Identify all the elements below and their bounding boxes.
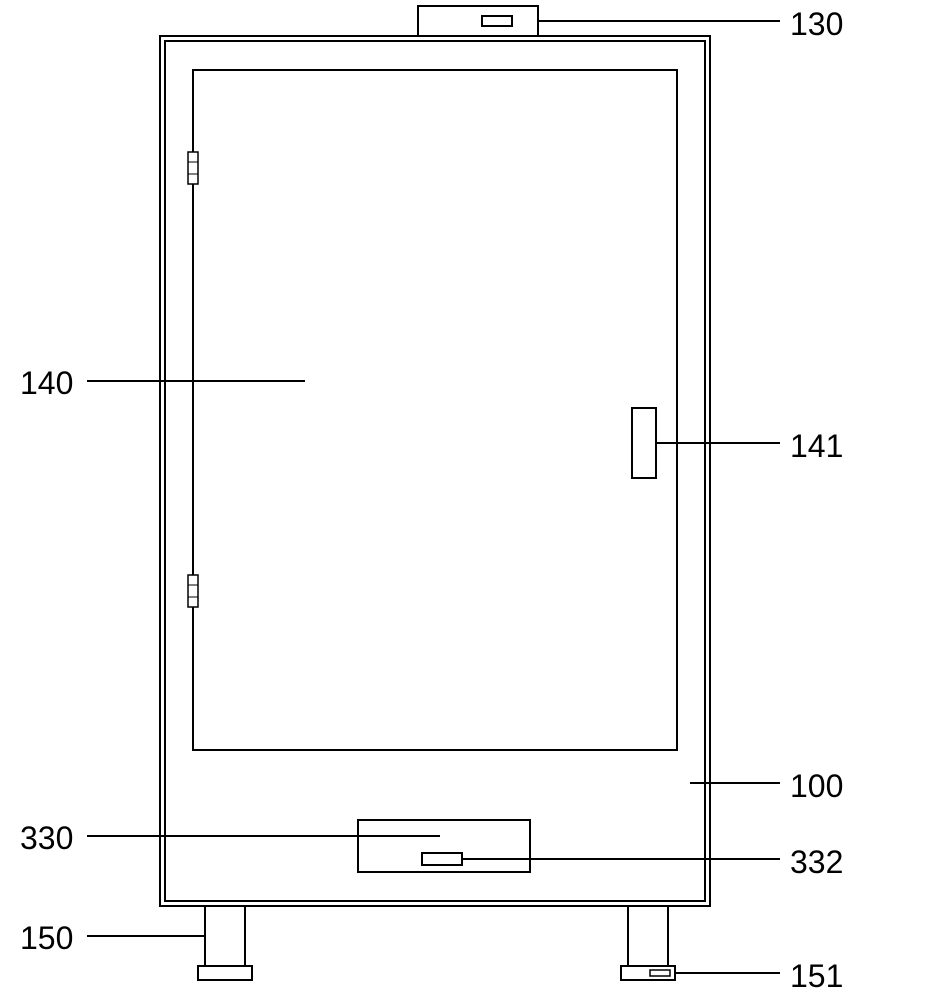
leg-left [205,906,245,966]
top-component [418,6,538,36]
foot-left [198,966,252,980]
label-332: 332 [790,844,843,881]
cabinet-outer [160,36,710,906]
label-150: 150 [20,920,73,957]
cabinet-inner [165,41,705,901]
label-130: 130 [790,6,843,43]
label-140: 140 [20,365,73,402]
hinge-bottom [188,575,198,607]
foot-right [621,966,675,980]
technical-diagram [0,0,925,1000]
leg-right [628,906,668,966]
label-151: 151 [790,958,843,995]
label-330: 330 [20,820,73,857]
label-141: 141 [790,428,843,465]
hinge-top [188,152,198,184]
label-100: 100 [790,768,843,805]
door [193,70,677,750]
door-handle [632,408,656,478]
drawer-handle [422,853,462,865]
